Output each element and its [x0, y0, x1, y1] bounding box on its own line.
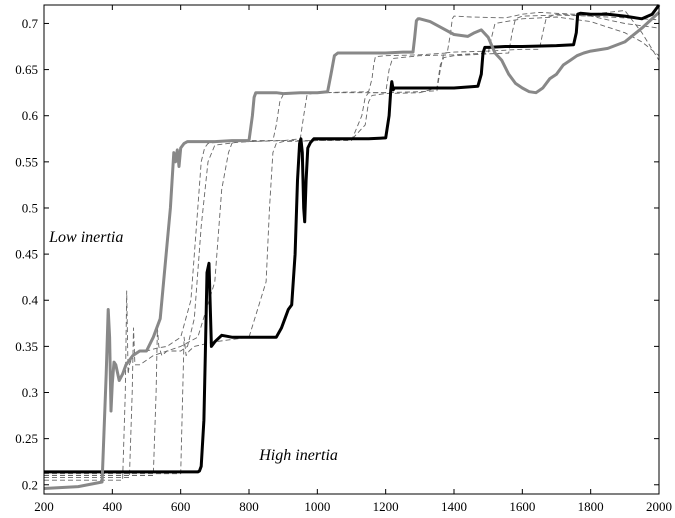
y-tick-label: 0.55	[15, 154, 38, 169]
series-line-4	[44, 13, 660, 475]
series-line-0	[44, 4, 661, 474]
x-tick-label: 1000	[304, 499, 330, 514]
y-tick-label: 0.4	[22, 293, 39, 308]
series-layer	[43, 4, 661, 490]
series-line-3	[44, 16, 660, 476]
annotation-low-inertia: Low inertia	[48, 229, 123, 246]
x-tick-label: 1600	[509, 499, 535, 514]
y-tick-label: 0.2	[22, 477, 38, 492]
series-line-5	[44, 14, 660, 478]
y-tick-label: 0.7	[22, 16, 39, 31]
y-tick-label: 0.5	[22, 200, 38, 215]
x-tick-label: 1800	[578, 499, 604, 514]
annotation-high-inertia: High inertia	[258, 447, 338, 464]
x-tick-label: 200	[34, 499, 54, 514]
y-tick-label: 0.65	[15, 62, 38, 77]
x-tick-label: 1200	[373, 499, 399, 514]
x-tick-label: 400	[103, 499, 123, 514]
y-tick-label: 0.3	[22, 385, 38, 400]
y-tick-label: 0.35	[15, 339, 38, 354]
x-tick-label: 1400	[441, 499, 467, 514]
x-tick-label: 2000	[646, 499, 672, 514]
series-line-1	[43, 11, 661, 490]
x-tick-label: 800	[239, 499, 259, 514]
tick-layer: 200 400 600 800 1000 1200 1400 1600 1800 2000 0.2 0…	[15, 5, 672, 514]
y-tick-label: 0.6	[22, 108, 39, 123]
x-tick-label: 600	[171, 499, 191, 514]
series-line-2	[44, 10, 660, 481]
plot-frame	[43, 4, 660, 495]
y-tick-label: 0.45	[15, 247, 38, 262]
y-tick-label: 0.25	[15, 431, 38, 446]
